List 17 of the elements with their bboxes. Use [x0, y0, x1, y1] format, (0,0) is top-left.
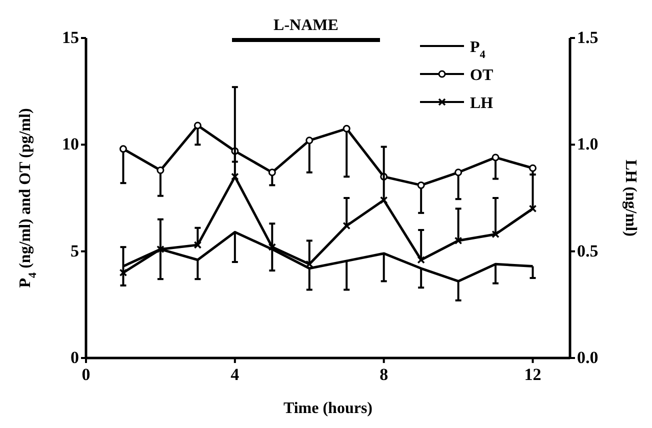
y-tick-label: 0 [70, 348, 79, 367]
x-tick-label: 4 [230, 365, 240, 384]
x-axis-title: Time (hours) [283, 400, 373, 417]
y2-axis-title: LH (ng/ml) [622, 160, 639, 236]
legend-label: LH [470, 95, 494, 112]
y2-tick-label: 0.5 [577, 241, 598, 260]
y2-tick-label: 1.5 [577, 28, 598, 47]
text: L-NAME [274, 17, 338, 34]
x-tick-label: 8 [380, 365, 388, 384]
legend-label: OT [470, 67, 494, 84]
y2-tick-label: 0.0 [577, 348, 598, 367]
y-tick-label: 15 [62, 28, 79, 47]
y-tick-label: 5 [70, 241, 79, 260]
y-tick-label: 10 [62, 134, 79, 154]
legend-label: P$_{4}$ [470, 39, 486, 61]
y2-tick-label: 1.0 [577, 134, 598, 154]
x-tick-label: 12 [524, 365, 542, 384]
